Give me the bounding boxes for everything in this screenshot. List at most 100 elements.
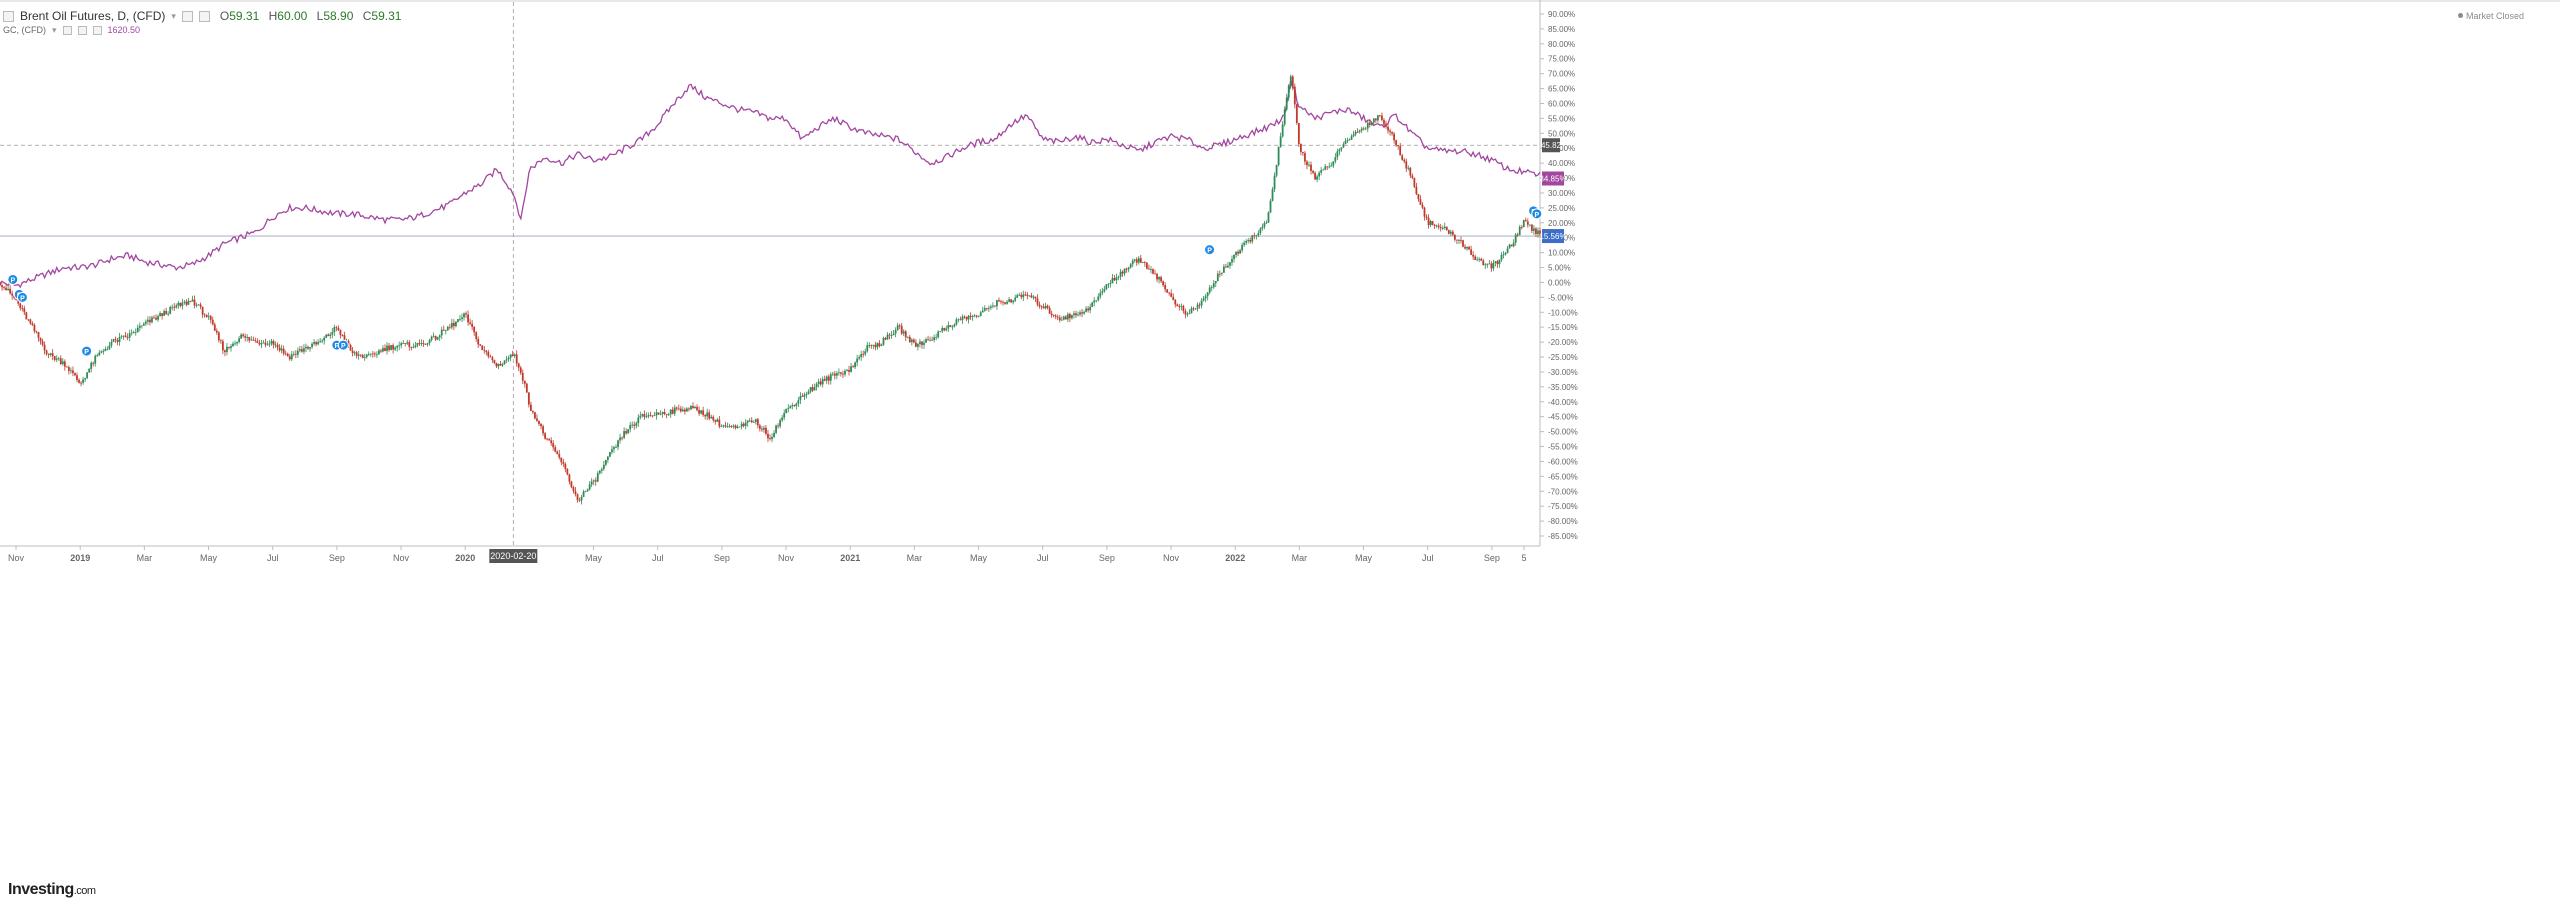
candle-body: [1383, 120, 1385, 125]
main-series-legend[interactable]: Brent Oil Futures, D, (CFD) ▾ O59.31 H60…: [3, 8, 407, 24]
candle-body: [904, 331, 907, 338]
chevron-down-icon[interactable]: ▾: [52, 25, 57, 35]
compare-series-legend[interactable]: GC, (CFD) ▾ 1620.50: [3, 24, 407, 36]
candle-body: [272, 341, 275, 345]
candle-body: [120, 336, 123, 338]
candle-body: [1214, 281, 1217, 284]
candle-body: [862, 354, 865, 355]
y-tick-label: -45.00%: [1548, 413, 1578, 422]
candle-body: [835, 373, 838, 376]
candle-body: [406, 342, 409, 344]
candle-body: [296, 350, 299, 355]
candle-body: [598, 470, 601, 474]
candle-body: [1510, 244, 1513, 247]
candle-body: [138, 325, 141, 328]
candle-body: [698, 410, 700, 414]
candle-body: [487, 351, 490, 357]
candle-body: [1470, 249, 1473, 255]
candle-body: [815, 383, 818, 388]
candle-body: [98, 352, 101, 356]
x-tick-label: Jul: [652, 553, 664, 563]
y-tick-label: 20.00%: [1548, 219, 1575, 228]
candle-body: [767, 433, 769, 439]
candle-body: [710, 416, 713, 419]
candle-body: [1109, 283, 1112, 285]
candle-body: [1269, 200, 1272, 213]
candle-body: [801, 396, 804, 397]
candle-body: [17, 300, 20, 304]
y-tick-label: -10.00%: [1548, 308, 1578, 317]
candle-body: [1342, 144, 1345, 148]
candle-body: [945, 328, 948, 331]
hide-icon[interactable]: [198, 10, 210, 22]
candle-body: [483, 349, 486, 351]
candle-body: [325, 334, 328, 338]
candle-body: [39, 337, 42, 342]
event-marker: [337, 339, 349, 351]
candle-body: [238, 338, 241, 342]
candle-body: [1129, 264, 1132, 268]
candle-body: [1368, 122, 1371, 125]
settings-icon[interactable]: [181, 10, 193, 22]
candle-body: [864, 351, 867, 355]
remove-icon[interactable]: [92, 25, 102, 35]
candle-body: [623, 431, 626, 438]
candle-body: [975, 315, 978, 317]
candle-body: [195, 305, 198, 306]
candle-body: [1182, 306, 1185, 312]
candle-body: [987, 307, 990, 309]
candle-body: [947, 325, 950, 329]
candle-body: [665, 413, 668, 415]
candle-body: [284, 353, 287, 355]
candle-body: [649, 415, 652, 417]
candle-body: [785, 408, 788, 413]
candle-body: [149, 319, 151, 323]
candle-body: [534, 412, 536, 419]
candle-body: [629, 425, 632, 430]
chevron-down-icon[interactable]: ▾: [171, 11, 176, 21]
candle-body: [837, 372, 840, 374]
candle-body: [246, 337, 249, 338]
candle-body: [465, 313, 467, 315]
candle-body: [1387, 126, 1389, 131]
candle-body: [501, 364, 504, 366]
candle-body: [765, 427, 767, 434]
candle-body: [536, 418, 538, 421]
candle-body: [112, 339, 115, 343]
candle-body: [201, 306, 204, 315]
candle-body: [1271, 189, 1274, 201]
candle-body: [1036, 298, 1039, 305]
candle-body: [726, 426, 729, 428]
candle-body: [1012, 300, 1015, 303]
candle-body: [161, 313, 164, 316]
candle-body: [694, 406, 696, 409]
candle-body: [430, 336, 433, 340]
candle-body: [529, 404, 532, 411]
candle-body: [750, 420, 753, 423]
candle-body: [72, 370, 74, 374]
candle-body: [1028, 295, 1031, 297]
hide-icon[interactable]: [77, 25, 87, 35]
last-value-label: 34.85%: [1539, 175, 1566, 184]
candle-body: [673, 407, 676, 414]
candle-body: [1206, 292, 1209, 297]
candle-body: [659, 413, 662, 415]
candle-body: [738, 426, 741, 428]
candle-body: [943, 327, 946, 331]
candle-body: [515, 354, 518, 364]
settings-icon[interactable]: [62, 25, 72, 35]
candle-body: [617, 440, 619, 448]
collapse-icon[interactable]: [3, 10, 14, 22]
y-tick-label: -35.00%: [1548, 383, 1578, 392]
candle-body: [404, 343, 407, 344]
candle-body: [408, 342, 411, 347]
candle-body: [833, 373, 836, 376]
crosshair-date-badge: [489, 549, 538, 563]
x-tick-label: May: [970, 553, 988, 563]
candle-body: [1322, 169, 1325, 171]
x-tick-label: 5: [1521, 553, 1526, 563]
candle-body: [248, 337, 251, 341]
candle-body: [1014, 297, 1017, 301]
candle-body: [1530, 224, 1533, 231]
